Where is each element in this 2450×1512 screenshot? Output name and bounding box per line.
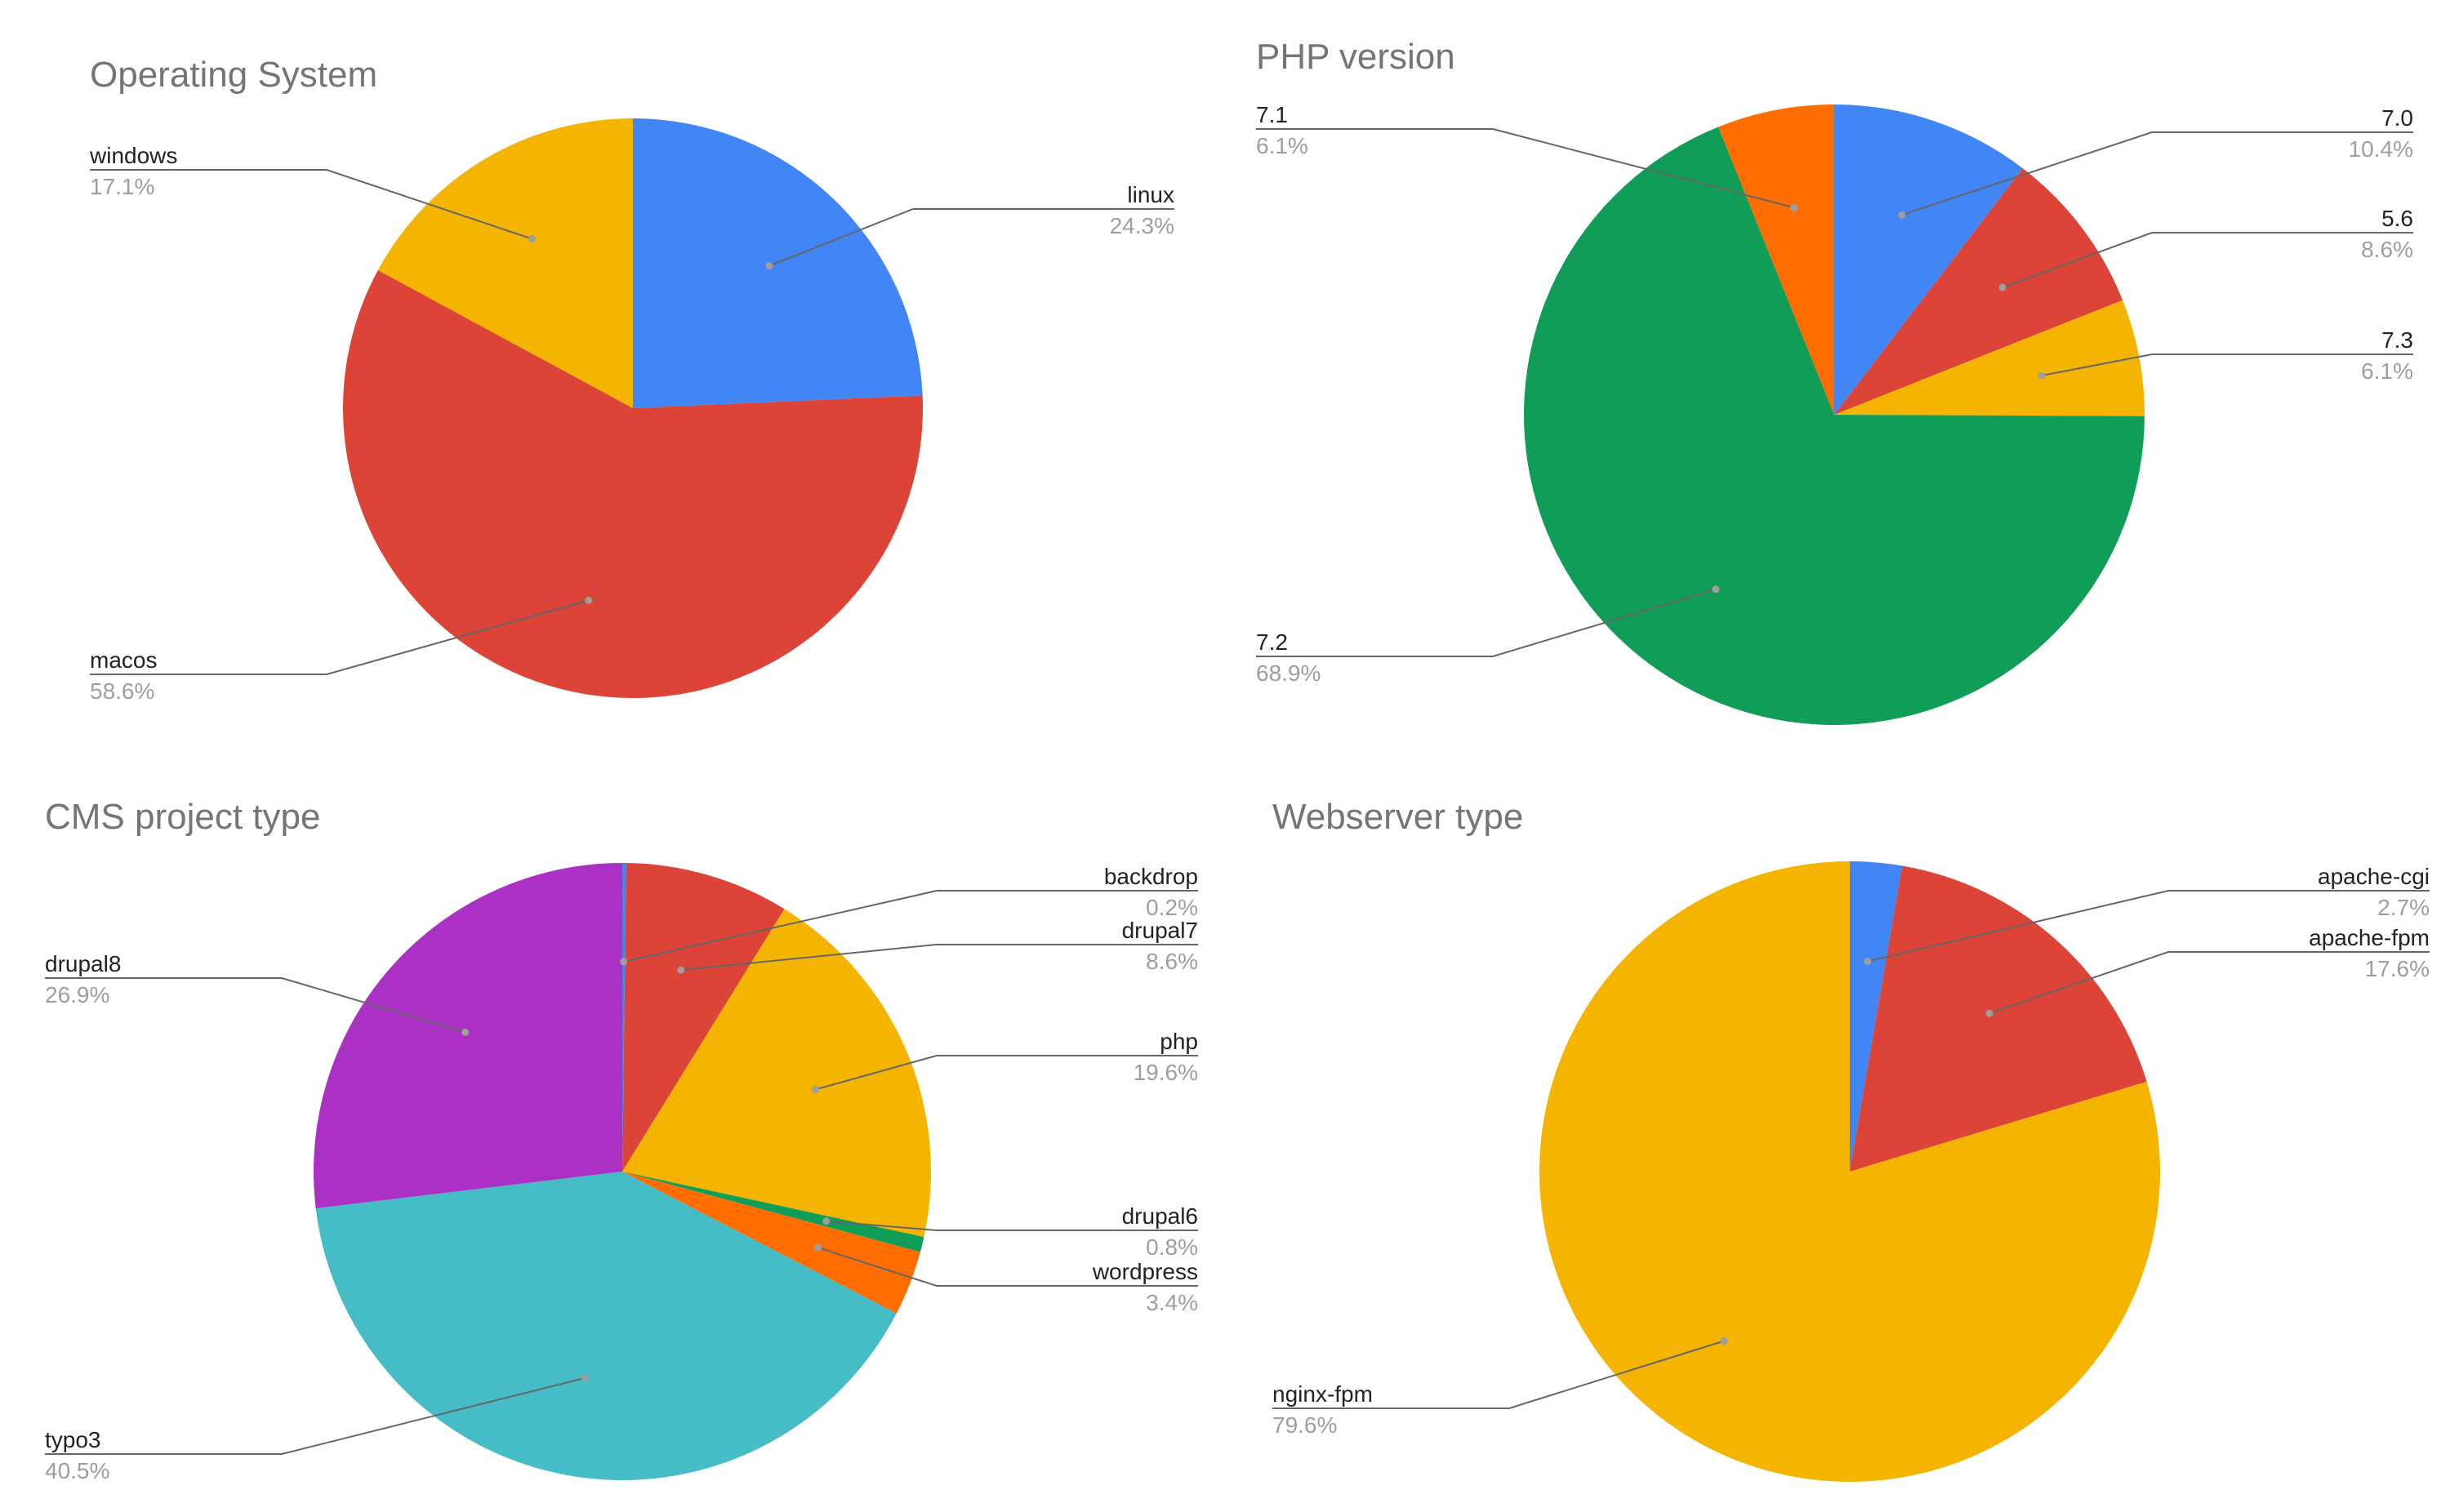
pie-slice-7.2[interactable] — [1524, 127, 2145, 725]
slice-percent-linux: 24.3% — [1110, 213, 1174, 238]
pie-slice-macos[interactable] — [343, 269, 924, 698]
pie-slice-drupal6[interactable] — [622, 1172, 924, 1252]
leader-line-php — [815, 1055, 1198, 1091]
slice-label-windows: windows — [89, 143, 177, 168]
pie-slice-windows[interactable] — [377, 118, 633, 408]
pie-slice-5.6[interactable] — [1834, 168, 2123, 415]
leader-line-nginx-fpm — [1272, 1340, 1725, 1409]
pie-slice-php[interactable] — [622, 909, 931, 1238]
pie-slice-7.0[interactable] — [1834, 105, 2023, 415]
slice-label-7.1: 7.1 — [1256, 102, 1288, 127]
chart-php-version: PHP version 7.0 10.4% 5.6 8.6% 7.3 6.1% 7.2 68.… — [1256, 37, 2413, 725]
slice-percent-windows: 17.1% — [90, 174, 154, 199]
leader-line-7.0 — [1901, 131, 2413, 216]
leader-dot-apache-cgi — [1864, 958, 1872, 966]
slice-label-drupal7: drupal7 — [1122, 918, 1198, 943]
leader-line-linux — [768, 208, 1174, 267]
chart-title: PHP version — [1256, 37, 1455, 77]
chart-webserver-type: Webserver type apache-cgi 2.7% apache-fpm 1… — [1272, 797, 2430, 1482]
pie-slice-apache-fpm[interactable] — [1850, 865, 2147, 1172]
leader-line-typo3 — [45, 1376, 586, 1455]
slice-label-linux: linux — [1127, 182, 1174, 207]
slice-percent-7.3: 6.1% — [2361, 358, 2413, 384]
pie-slice-apache-cgi[interactable] — [1850, 861, 1903, 1172]
slice-percent-drupal8: 26.9% — [45, 982, 109, 1007]
pie-slice-7.1[interactable] — [1718, 105, 1834, 415]
leader-line-windows — [90, 169, 532, 240]
slice-label-backdrop: backdrop — [1104, 864, 1198, 889]
slice-label-apache-cgi: apache-cgi — [2318, 864, 2430, 889]
slice-label-drupal6: drupal6 — [1122, 1203, 1198, 1229]
leader-dot-wordpress — [814, 1243, 822, 1252]
leader-dot-7.3 — [2038, 371, 2046, 380]
leader-line-apache-fpm — [1989, 951, 2430, 1015]
slice-label-7.0: 7.0 — [2381, 105, 2413, 131]
pie-slice-typo3[interactable] — [315, 1172, 897, 1480]
slice-percent-php: 19.6% — [1134, 1060, 1198, 1085]
pie-slice-nginx-fpm[interactable] — [1539, 861, 2160, 1482]
leader-line-apache-cgi — [1867, 890, 2430, 963]
slice-percent-typo3: 40.5% — [45, 1458, 109, 1483]
leader-dot-macos — [585, 596, 593, 604]
slice-percent-nginx-fpm: 79.6% — [1272, 1412, 1337, 1438]
leader-dot-nginx-fpm — [1720, 1337, 1728, 1345]
slice-label-drupal8: drupal8 — [45, 951, 121, 976]
leader-line-drupal8 — [45, 977, 466, 1034]
leader-line-7.1 — [1256, 128, 1795, 209]
leader-line-wordpress — [817, 1247, 1198, 1287]
pie-slice-wordpress[interactable] — [622, 1172, 920, 1314]
leader-line-drupal6 — [826, 1220, 1198, 1231]
slice-label-macos: macos — [90, 647, 157, 673]
leader-line-backdrop — [623, 890, 1198, 963]
leader-dot-7.1 — [1790, 203, 1798, 211]
chart-title: Webserver type — [1272, 797, 1523, 837]
slice-percent-drupal7: 8.6% — [1146, 949, 1198, 974]
slice-label-typo3: typo3 — [45, 1427, 101, 1452]
leader-line-7.3 — [2041, 354, 2413, 377]
slice-label-7.3: 7.3 — [2381, 327, 2413, 353]
slice-percent-apache-cgi: 2.7% — [2377, 895, 2430, 920]
pie-slice-drupal8[interactable] — [313, 863, 622, 1209]
leader-dot-typo3 — [581, 1374, 589, 1382]
leader-dot-linux — [765, 262, 773, 270]
slice-percent-7.1: 6.1% — [1256, 133, 1308, 158]
leader-dot-php — [812, 1085, 820, 1093]
leader-dot-backdrop — [620, 958, 628, 966]
leader-dot-5.6 — [1998, 283, 2007, 291]
slice-label-wordpress: wordpress — [1092, 1259, 1198, 1284]
leader-dot-7.0 — [1898, 211, 1906, 219]
slice-label-7.2: 7.2 — [1256, 629, 1288, 655]
slice-label-nginx-fpm: nginx-fpm — [1272, 1381, 1373, 1407]
slice-percent-5.6: 8.6% — [2361, 237, 2413, 262]
chart-title: CMS project type — [45, 797, 320, 837]
leader-line-macos — [90, 599, 590, 675]
slice-percent-macos: 58.6% — [90, 678, 154, 704]
slice-percent-drupal6: 0.8% — [1146, 1234, 1198, 1260]
pie-slice-drupal7[interactable] — [622, 863, 785, 1172]
leader-dot-7.2 — [1712, 585, 1720, 594]
slice-label-5.6: 5.6 — [2381, 206, 2413, 231]
chart-operating-system: Operating System linux 24.3% macos 58.6% win… — [89, 55, 1174, 704]
leader-dot-windows — [528, 235, 536, 243]
slice-percent-apache-fpm: 17.6% — [2365, 956, 2430, 981]
chart-cms-project-type: CMS project type backdrop 0.2%drupal7 8.6%… — [45, 797, 1198, 1483]
slice-label-php: php — [1160, 1029, 1198, 1054]
leader-dot-apache-fpm — [1985, 1009, 1993, 1017]
slice-percent-wordpress: 3.4% — [1146, 1290, 1198, 1315]
slice-label-apache-fpm: apache-fpm — [2309, 925, 2430, 950]
leader-dot-drupal8 — [461, 1028, 470, 1036]
slice-percent-7.0: 10.4% — [2349, 136, 2413, 162]
slice-percent-7.2: 68.9% — [1256, 660, 1321, 686]
leader-dot-drupal7 — [677, 966, 685, 974]
leader-line-7.2 — [1256, 588, 1717, 657]
pie-slice-7.3[interactable] — [1834, 300, 2145, 416]
pie-slice-backdrop[interactable] — [622, 863, 626, 1172]
leader-dot-drupal6 — [822, 1217, 831, 1225]
chart-title: Operating System — [90, 55, 377, 95]
slice-percent-backdrop: 0.2% — [1146, 895, 1198, 920]
leader-line-5.6 — [2002, 232, 2413, 288]
leader-line-drupal7 — [680, 944, 1198, 972]
